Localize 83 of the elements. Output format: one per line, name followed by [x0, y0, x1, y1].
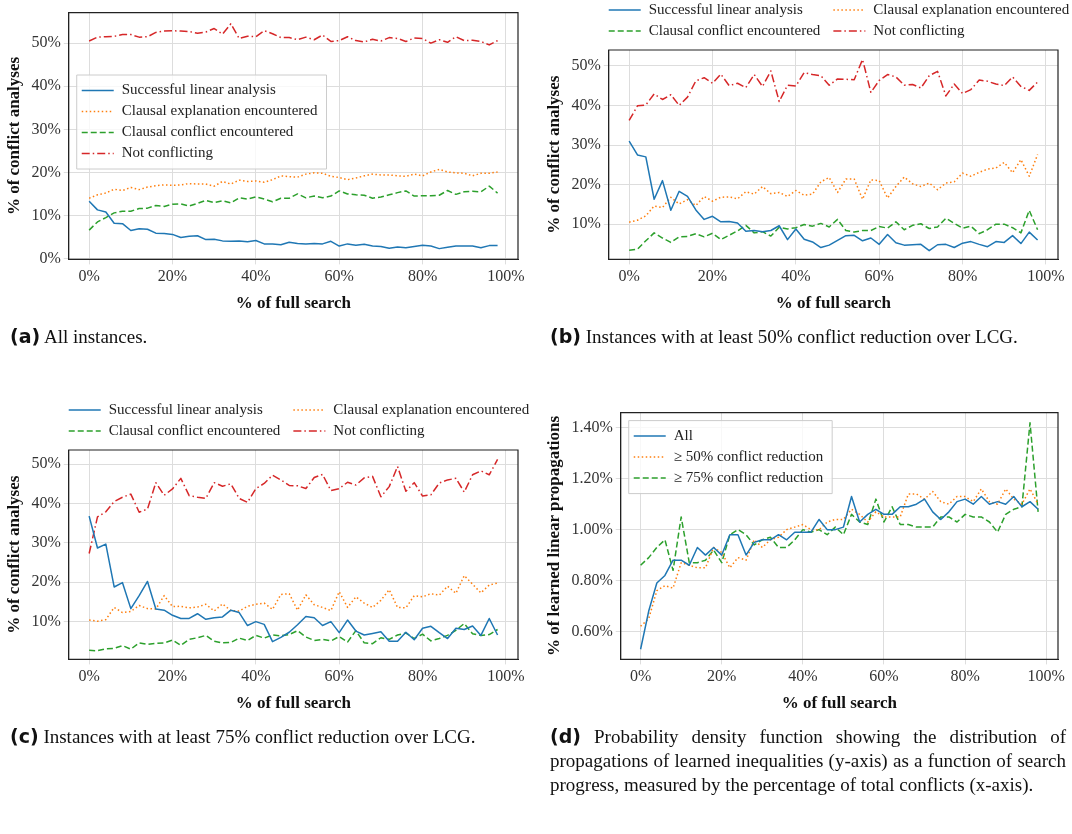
- x-tick-label: 60%: [324, 267, 354, 285]
- x-tick-label: 20%: [697, 267, 728, 285]
- x-tick-label: 80%: [407, 667, 438, 685]
- x-tick-label: 0%: [78, 267, 100, 285]
- legend-label: Successful linear analysis: [108, 400, 264, 417]
- legend-label: Clausal explanation encountered: [121, 102, 318, 119]
- y-tick-label: 20%: [571, 174, 601, 192]
- x-tick-label: 60%: [869, 667, 899, 685]
- y-tick-label: 0.80%: [571, 570, 613, 588]
- legend-label: Successful linear analysis: [648, 0, 804, 17]
- y-tick-label: 50%: [31, 454, 61, 472]
- legend-label: Clausal explanation encountered: [333, 400, 530, 417]
- y-tick-label: 10%: [31, 205, 61, 223]
- y-tick-label: 40%: [571, 95, 601, 113]
- text: (a) All instances.: [10, 324, 149, 349]
- legend-label: Clausal conflict encountered: [648, 21, 821, 38]
- line-series: [88, 458, 499, 555]
- x-tick-label: 80%: [947, 267, 978, 285]
- y-axis-title: % of conflict analyses: [3, 56, 23, 216]
- y-tick-label: 10%: [571, 214, 601, 232]
- x-tick-label: 100%: [487, 667, 525, 685]
- y-tick-label: 50%: [571, 56, 601, 74]
- y-tick-label: 30%: [31, 533, 61, 551]
- x-tick-label: 60%: [864, 267, 894, 285]
- x-tick-label: 20%: [707, 667, 737, 685]
- line-series: [628, 58, 1039, 122]
- x-tick-label: 40%: [241, 267, 271, 285]
- text: (c) Instances with at least 75% conflict reduction over LCG.: [10, 724, 477, 749]
- x-tick-label: 80%: [407, 267, 438, 285]
- y-tick-label: 0.60%: [571, 621, 613, 639]
- x-tick-label: 40%: [788, 667, 818, 685]
- y-tick-label: 1.40%: [571, 418, 613, 436]
- text: (d) Probability density function showing the distribution of propagations of learned inequalities (y-axis) as a function of search progress, measured by the percentage of total conflicts (x-axis).: [550, 724, 1066, 797]
- line-series: [639, 488, 1039, 628]
- y-tick-label: 1.20%: [571, 468, 613, 486]
- y-axis-title: % of learned linear propagations: [543, 415, 563, 657]
- y-tick-label: 0%: [39, 248, 61, 266]
- y-tick-label: 40%: [31, 493, 61, 511]
- x-tick-label: 100%: [1027, 267, 1065, 285]
- y-tick-label: 20%: [31, 162, 61, 180]
- legend-label: Clausal explanation encountered: [873, 0, 1070, 17]
- y-tick-label: 30%: [31, 119, 61, 137]
- legend-label: Successful linear analysis: [121, 81, 277, 98]
- x-axis-title: % of full search: [775, 293, 892, 313]
- x-tick-label: 40%: [781, 267, 811, 285]
- text: (b) Instances with at least 50% conflict reduction over LCG.: [550, 324, 1019, 349]
- line-series: [88, 23, 499, 46]
- x-axis-title: % of full search: [781, 693, 898, 713]
- y-tick-label: 50%: [31, 33, 61, 51]
- y-tick-label: 40%: [31, 76, 61, 94]
- x-axis-title: % of full search: [235, 693, 352, 713]
- line-series: [628, 153, 1039, 223]
- legend-label: ≥ 75% conflict reduction: [673, 469, 824, 486]
- x-tick-label: 60%: [324, 667, 354, 685]
- x-tick-label: 0%: [629, 667, 652, 685]
- x-tick-label: 0%: [618, 267, 640, 285]
- y-tick-label: 30%: [571, 135, 601, 153]
- legend-label: Clausal conflict encountered: [121, 123, 294, 140]
- legend-label: Not conflicting: [333, 421, 426, 438]
- legend-label: Not conflicting: [873, 21, 966, 38]
- legend-label: Clausal conflict encountered: [108, 421, 281, 438]
- x-tick-label: 20%: [157, 267, 188, 285]
- legend-label: All: [673, 427, 693, 444]
- x-tick-label: 80%: [950, 667, 980, 685]
- x-axis-title: % of full search: [235, 293, 352, 313]
- line-series: [88, 574, 499, 622]
- line-series: [639, 422, 1039, 572]
- y-axis-title: % of conflict analyses: [3, 475, 23, 634]
- y-tick-label: 20%: [31, 572, 61, 590]
- x-tick-label: 0%: [78, 667, 100, 685]
- y-axis-title: % of conflict analyses: [543, 75, 563, 234]
- y-tick-label: 1.00%: [571, 519, 613, 537]
- x-tick-label: 40%: [241, 667, 271, 685]
- x-tick-label: 100%: [487, 267, 525, 285]
- y-tick-label: 10%: [31, 611, 61, 629]
- legend-label: ≥ 50% conflict reduction: [673, 448, 824, 465]
- line-series: [628, 209, 1039, 252]
- line-series: [88, 622, 499, 652]
- x-tick-label: 20%: [157, 667, 188, 685]
- legend-label: Not conflicting: [121, 144, 214, 161]
- line-series: [88, 185, 499, 231]
- x-tick-label: 100%: [1027, 667, 1065, 685]
- line-series: [88, 168, 499, 199]
